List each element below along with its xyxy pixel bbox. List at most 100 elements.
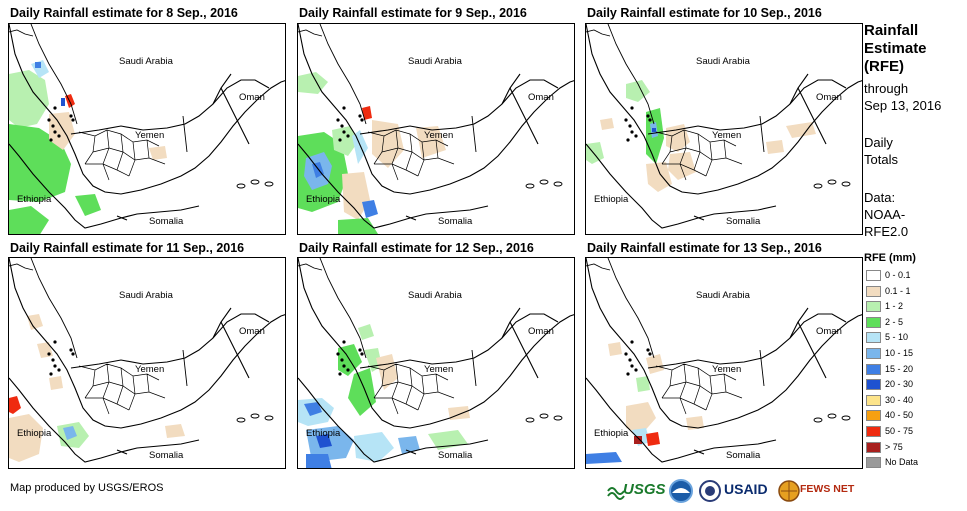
panel-title: Daily Rainfall estimate for 10 Sep., 201…: [587, 6, 822, 20]
island-marker: [813, 417, 823, 423]
map-canvas: Saudi Arabia Oman Yemen Ethiopia Somalia: [586, 258, 862, 464]
rainfall-area: [9, 414, 43, 462]
through-date-line: Sep 13, 2016: [864, 98, 942, 113]
island-marker: [360, 352, 364, 356]
legend-label: 0.1 - 1: [885, 285, 911, 296]
through-date: through Sep 13, 2016: [864, 80, 941, 114]
island-marker: [630, 340, 634, 344]
legend-swatch: [866, 316, 881, 328]
country-label-ethiopia: Ethiopia: [17, 428, 52, 439]
island-marker: [342, 364, 346, 368]
coastline: [298, 377, 489, 463]
island-marker: [360, 118, 364, 122]
island-marker: [342, 106, 346, 110]
rainfall-area: [75, 194, 101, 216]
country-border: [797, 87, 827, 145]
legend-swatch: [866, 301, 881, 313]
usgs-logo-mark: [607, 487, 625, 500]
country-label-oman: Oman: [816, 326, 842, 337]
country-border: [212, 79, 270, 105]
country-label-yemen: Yemen: [424, 130, 453, 141]
rainfall-area: [362, 106, 372, 120]
rainfall-area: [35, 62, 41, 68]
island-marker: [630, 106, 634, 110]
coastline: [586, 29, 611, 37]
country-label-oman: Oman: [528, 326, 554, 337]
island-marker: [827, 413, 837, 419]
legend-heading-line: Estimate: [864, 40, 927, 57]
island-marker: [236, 417, 246, 423]
island-marker: [841, 415, 851, 421]
through-date-line: through: [864, 81, 909, 96]
legend-label: 1 - 2: [885, 301, 904, 312]
island-marker: [342, 340, 346, 344]
country-border: [359, 307, 521, 369]
island-marker: [626, 138, 630, 142]
panel-title: Daily Rainfall estimate for 12 Sep., 201…: [299, 241, 534, 255]
country-label-oman: Oman: [239, 326, 265, 337]
legend-label: 0 - 0.1: [885, 270, 911, 280]
island-marker: [47, 352, 51, 356]
legend-swatch: [866, 410, 881, 422]
country-label-yemen: Yemen: [424, 364, 453, 375]
data-source-line: RFE2.0: [864, 224, 909, 239]
data-source-line: NOAA-: [864, 207, 906, 222]
legend-title: RFE (mm): [864, 252, 916, 264]
map-canvas: Saudi Arabia Oman Yemen Ethiopia Somalia: [586, 24, 862, 229]
daily-totals: Daily Totals: [864, 134, 898, 168]
coastline: [607, 258, 655, 359]
coastline: [9, 143, 200, 229]
island-marker: [236, 183, 246, 189]
country-label-somalia: Somalia: [726, 450, 761, 461]
coastline: [9, 377, 200, 463]
logo-strip: USGS USAID FEWS NET: [606, 478, 858, 504]
rainfall-area: [686, 416, 704, 430]
rainfall-area: [61, 98, 65, 106]
rainfall-area: [636, 376, 650, 392]
island-marker: [71, 118, 75, 122]
legend-label: 50 - 75: [885, 425, 914, 436]
noaa-logo-icon: [668, 478, 694, 504]
country-label-somalia: Somalia: [149, 450, 184, 461]
rainfall-area: [626, 402, 656, 434]
island-marker: [336, 352, 340, 356]
coastline: [319, 24, 367, 125]
credit-text: Map produced by USGS/EROS: [10, 482, 164, 494]
rainfall-area: [608, 342, 622, 356]
country-border: [359, 73, 521, 135]
country-label-somalia: Somalia: [438, 216, 473, 227]
country-label-somalia: Somalia: [438, 450, 473, 461]
rainfall-map: Saudi Arabia Oman Yemen Ethiopia Somalia: [585, 23, 863, 235]
legend-label: > 75: [885, 441, 903, 452]
island-marker: [71, 352, 75, 356]
island-marker: [69, 348, 73, 352]
coastline: [9, 263, 34, 271]
legend-label: 10 - 15: [885, 347, 914, 358]
rainfall-area: [766, 140, 784, 154]
country-label-saudi: Saudi Arabia: [696, 56, 751, 67]
country-border: [647, 73, 809, 135]
rainfall-area: [9, 70, 49, 128]
rainfall-area: [27, 314, 43, 330]
island-marker: [340, 358, 344, 362]
island-marker: [626, 372, 630, 376]
island-marker: [51, 124, 55, 128]
island-marker: [553, 181, 563, 187]
island-marker: [47, 118, 51, 122]
country-border: [220, 321, 250, 379]
rainfall-area: [348, 368, 376, 416]
usgs-logo: USGS: [606, 478, 666, 504]
island-marker: [634, 134, 638, 138]
usgs-logo-text: USGS: [623, 481, 666, 498]
rainfall-area: [372, 120, 404, 168]
fews-globe-icon: [778, 480, 800, 502]
island-marker: [250, 179, 260, 185]
coastline: [405, 215, 417, 221]
island-marker: [340, 124, 344, 128]
island-marker: [250, 413, 260, 419]
island-marker: [628, 358, 632, 362]
legend-heading: Rainfall Estimate (RFE): [864, 22, 927, 76]
island-marker: [346, 368, 350, 372]
rainfall-area: [306, 454, 332, 468]
island-marker: [553, 415, 563, 421]
